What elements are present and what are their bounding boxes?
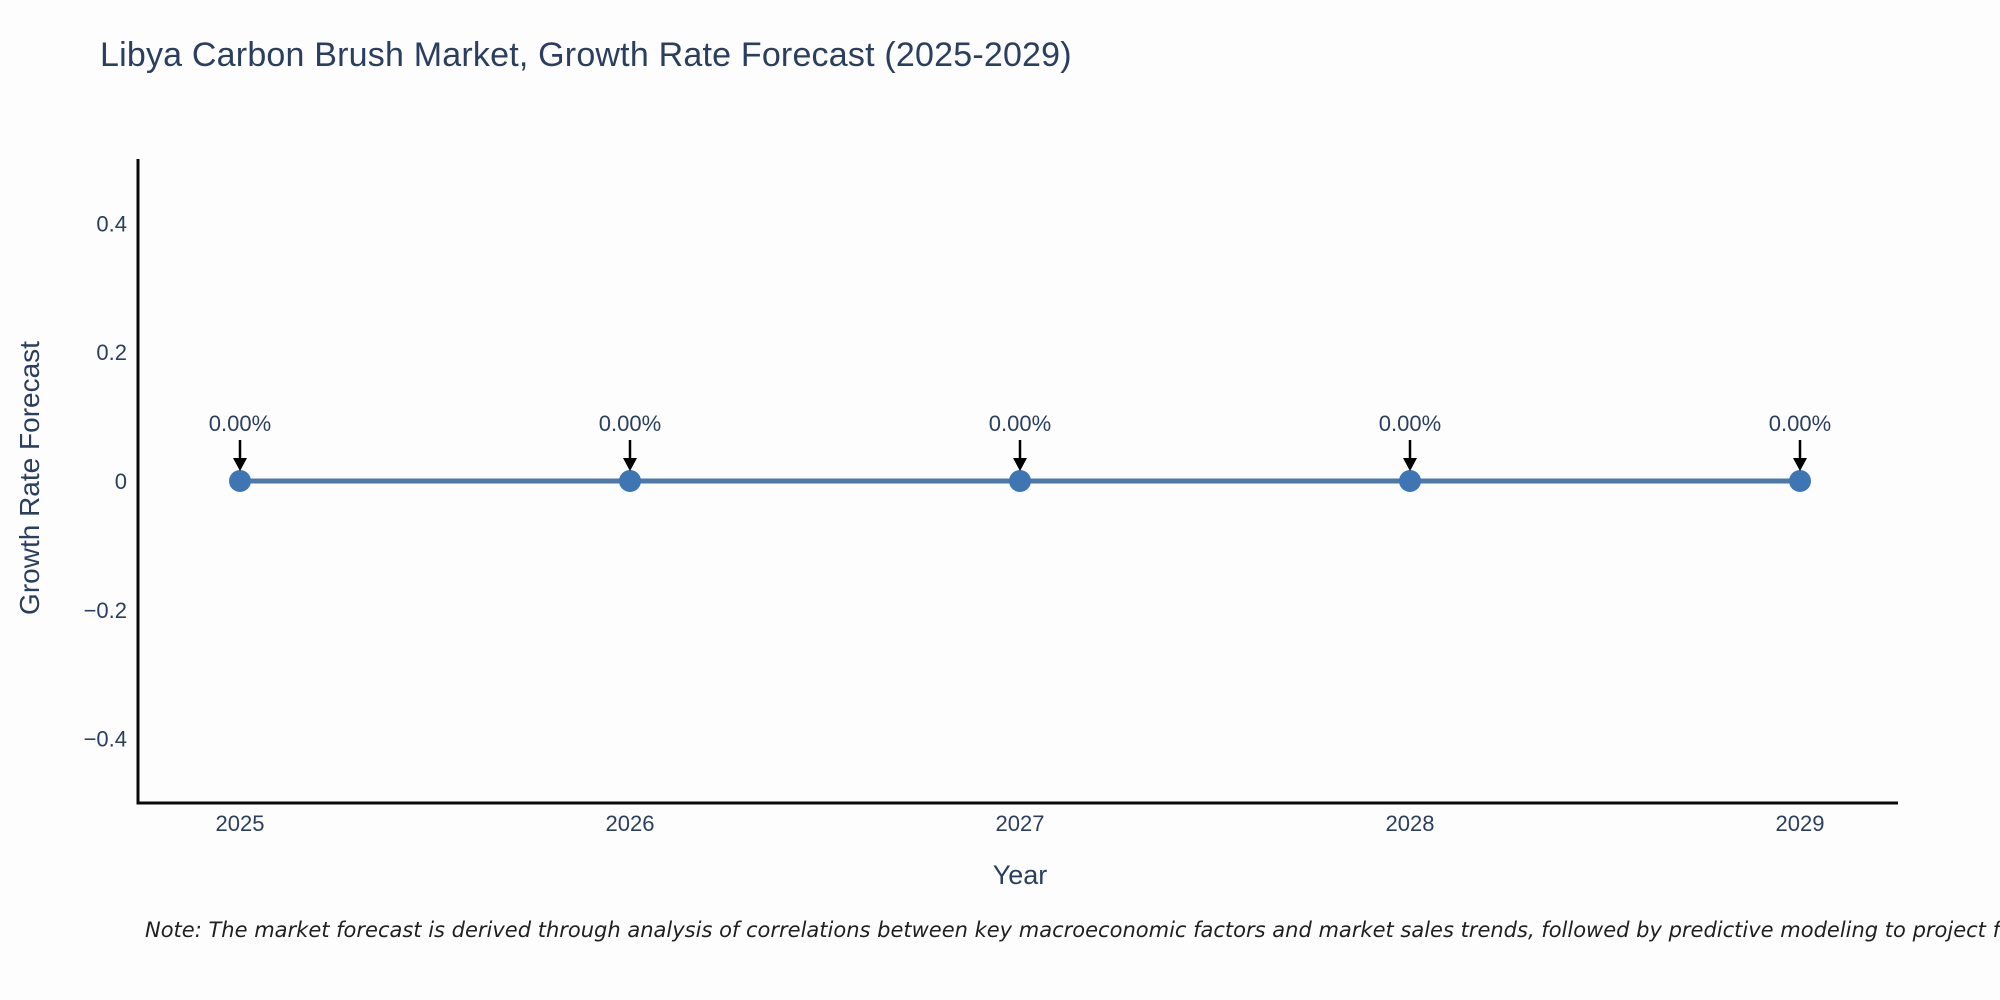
y-tick-label: −0.4: [84, 727, 127, 752]
x-tick-label: 2027: [996, 811, 1045, 836]
annotation-arrow-head: [1793, 458, 1807, 471]
annotation-arrow-head: [623, 458, 637, 471]
annotation-arrow-head: [1013, 458, 1027, 471]
footnote-text: Note: The market forecast is derived thr…: [145, 918, 2000, 942]
x-axis-title: Year: [992, 860, 1048, 890]
chart-title: Libya Carbon Brush Market, Growth Rate F…: [100, 36, 1072, 74]
data-point-2029: [1789, 470, 1811, 492]
x-tick-label: 2025: [216, 811, 265, 836]
point-value-label: 0.00%: [1379, 411, 1441, 436]
data-point-2027: [1009, 470, 1031, 492]
point-value-label: 0.00%: [1769, 411, 1831, 436]
y-tick-label: −0.2: [84, 598, 127, 623]
point-value-label: 0.00%: [209, 411, 271, 436]
point-value-label: 0.00%: [989, 411, 1051, 436]
x-tick-label: 2029: [1776, 811, 1825, 836]
y-tick-label: 0: [115, 469, 127, 494]
x-tick-label: 2028: [1386, 811, 1435, 836]
y-axis-title: Growth Rate Forecast: [14, 341, 45, 615]
y-tick-label: 0.4: [96, 211, 127, 236]
annotation-arrow-head: [1403, 458, 1417, 471]
y-tick-label: 0.2: [96, 340, 127, 365]
annotation-arrow-head: [233, 458, 247, 471]
x-tick-label: 2026: [606, 811, 655, 836]
data-point-2026: [619, 470, 641, 492]
data-point-2025: [229, 470, 251, 492]
data-point-2028: [1399, 470, 1421, 492]
point-value-label: 0.00%: [599, 411, 661, 436]
